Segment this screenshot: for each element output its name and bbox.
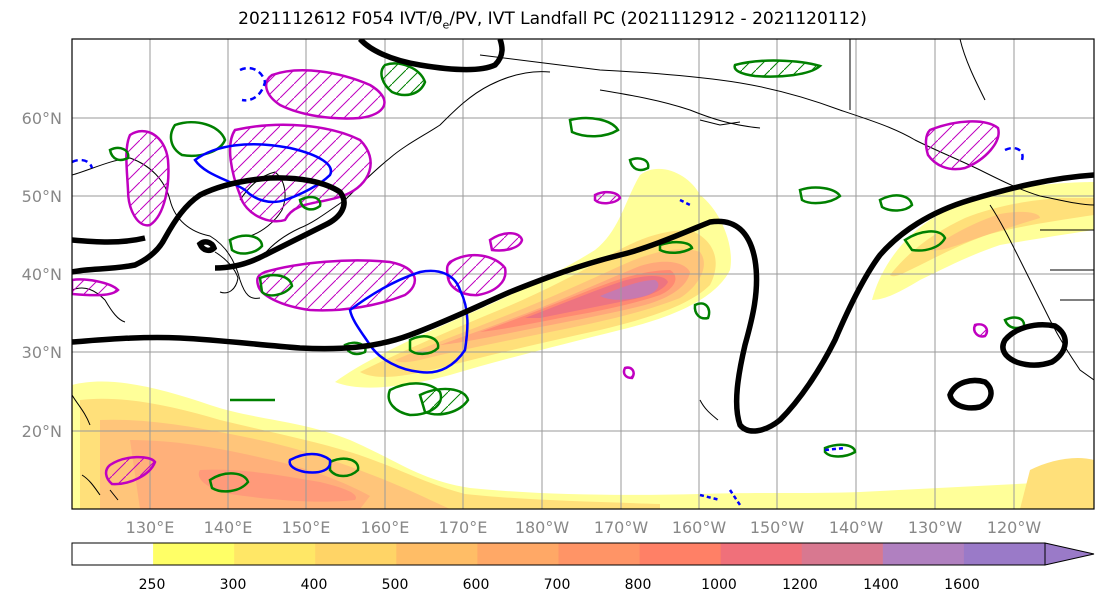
lon-label: 140°W	[829, 518, 884, 537]
colorbar-label: 250	[139, 577, 166, 593]
colorbar-cell	[72, 543, 154, 565]
colorbar-cells	[72, 543, 1046, 565]
lon-label: 120°W	[987, 518, 1042, 537]
lon-label: 170°W	[594, 518, 649, 537]
ivt-shading-river	[335, 168, 731, 388]
negative-pc-contours	[72, 69, 1000, 486]
lat-labels: 60°N 50°N 40°N 30°N 20°N	[22, 109, 62, 441]
lon-labels: 130°E 140°E 150°E 160°E 170°E 180°W 170°…	[126, 518, 1042, 537]
colorbar-cell	[477, 543, 559, 565]
lon-label: 130°W	[908, 518, 963, 537]
colorbar-labels: 250 300 400 500 600 700 800 1000 1200 14…	[139, 577, 980, 593]
colorbar-cell	[153, 543, 235, 565]
lat-label: 20°N	[22, 422, 62, 441]
colorbar-label: 1200	[782, 577, 818, 593]
colorbar-cell	[801, 543, 884, 565]
colorbar-label: 700	[544, 577, 571, 593]
colorbar-extend-arrow	[1044, 542, 1095, 566]
colorbar-label: 1400	[863, 577, 899, 593]
lon-label: 180°W	[515, 518, 570, 537]
lon-label: 150°W	[750, 518, 805, 537]
colorbar-label: 800	[625, 577, 652, 593]
lon-label: 140°E	[204, 518, 253, 537]
colorbar-cell	[963, 543, 1046, 565]
colorbar: 250 300 400 500 600 700 800 1000 1200 14…	[71, 542, 1095, 593]
colorbar-label: 600	[463, 577, 490, 593]
lat-label: 40°N	[22, 265, 62, 284]
colorbar-cell	[882, 543, 965, 565]
ivt-shading-south	[72, 381, 1094, 509]
colorbar-label: 300	[220, 577, 247, 593]
colorbar-cell	[396, 543, 478, 565]
map-frame	[71, 38, 1095, 510]
lat-label: 50°N	[22, 187, 62, 206]
map-panel	[72, 39, 1094, 509]
colorbar-cell	[639, 543, 722, 565]
lon-label: 170°E	[439, 518, 488, 537]
colorbar-label: 500	[382, 577, 409, 593]
lon-label: 160°E	[361, 518, 410, 537]
colorbar-label: 400	[301, 577, 328, 593]
positive-pc-contours	[108, 59, 1026, 493]
pv-contours	[72, 39, 1094, 434]
lon-label: 160°W	[672, 518, 727, 537]
colorbar-cell	[558, 543, 641, 565]
ivt-shading-east	[872, 182, 1094, 300]
lat-label: 30°N	[22, 343, 62, 362]
colorbar-frame	[71, 542, 1046, 566]
figure-title: 2021112612 F054 IVT/θe/PV, IVT Landfall …	[238, 9, 867, 32]
lat-label: 60°N	[22, 109, 62, 128]
colorbar-label: 1600	[944, 577, 980, 593]
colorbar-label: 1000	[701, 577, 737, 593]
lon-label: 150°E	[282, 518, 331, 537]
colorbar-cell	[315, 543, 397, 565]
colorbar-cell	[234, 543, 316, 565]
lon-label: 130°E	[126, 518, 175, 537]
colorbar-cell	[720, 543, 803, 565]
